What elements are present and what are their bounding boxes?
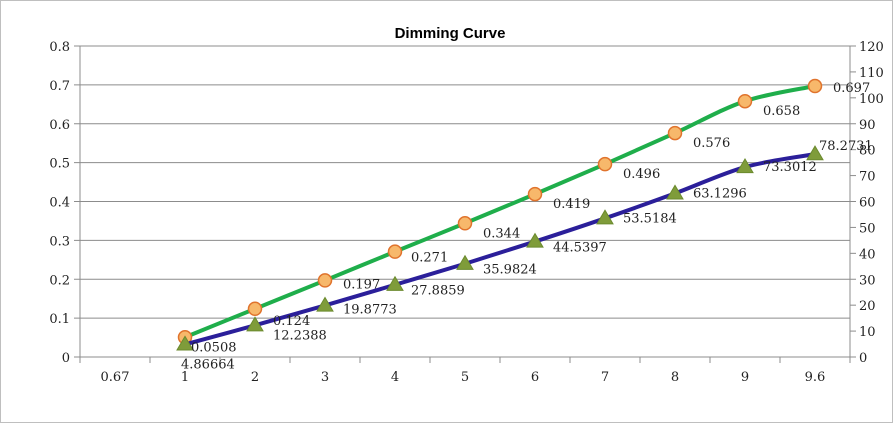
data-label: 27.8859: [411, 284, 465, 299]
y-right-tick-label: 100: [859, 92, 884, 107]
x-tick-label: 8: [671, 370, 679, 385]
x-tick-label: 0.67: [101, 370, 130, 385]
y-right-tick-label: 60: [859, 196, 876, 211]
data-point-circle: [737, 93, 753, 109]
data-point-triangle: [176, 335, 194, 351]
data-label: 0.271: [411, 251, 448, 266]
data-label: 0.344: [483, 226, 520, 241]
y-right-tick-label: 20: [859, 299, 876, 314]
y-left-tick-label: 0.3: [49, 234, 70, 249]
data-label: 44.5397: [553, 241, 607, 256]
series-line-left-axis: [183, 84, 817, 340]
y-left-tick-label: 0.4: [49, 196, 70, 211]
data-label: 0.124: [273, 314, 310, 329]
x-tick-label: 6: [531, 370, 539, 385]
data-label: 0.0508: [191, 340, 237, 355]
x-tick-label: 9: [741, 370, 749, 385]
x-tick-label: 9.6: [805, 370, 826, 385]
data-point-circle: [667, 125, 683, 141]
data-label: 19.8773: [343, 302, 397, 317]
data-point-circle: [317, 273, 333, 288]
series-line-right-axis: [183, 152, 817, 347]
y-left-tick-label: 0.5: [49, 157, 70, 172]
y-right-tick-label: 120: [859, 40, 884, 55]
data-point-triangle: [596, 209, 614, 225]
data-label: 0.697: [833, 81, 870, 96]
y-right-tick-label: 10: [859, 325, 876, 340]
data-point-triangle: [246, 316, 264, 332]
data-point-triangle: [666, 184, 684, 200]
gridlines: [80, 45, 850, 319]
data-label: 12.2388: [273, 328, 327, 343]
y-right-tick-label: 80: [859, 144, 876, 159]
chart-title: Dimming Curve: [395, 25, 506, 42]
axes: 00.10.20.30.40.50.60.70.8010203040506070…: [49, 40, 884, 385]
data-label: 0.419: [553, 197, 590, 212]
y-right-tick-label: 50: [859, 221, 876, 236]
y-left-tick-label: 0.6: [49, 118, 70, 133]
data-point-circle: [247, 301, 263, 317]
data-point-triangle: [806, 145, 824, 161]
y-right-tick-label: 90: [859, 118, 876, 133]
data-label: 0.197: [343, 277, 380, 292]
data-point-circle: [387, 244, 403, 259]
data-labels: 0.0508 0.124 0.197 0.271 0.344 0.419 0.496 0.57…: [181, 81, 873, 372]
y-right-tick-label: 30: [859, 273, 876, 288]
x-tick-label: 2: [251, 370, 259, 385]
data-point-circle: [527, 186, 543, 202]
data-label: 63.1296: [693, 186, 747, 201]
y-left-tick-label: 0.1: [49, 312, 70, 327]
data-point-triangle: [736, 158, 754, 174]
x-tick-label: 1: [181, 370, 189, 385]
data-point-triangle: [526, 232, 544, 248]
y-left-tick-label: 0: [62, 351, 70, 366]
y-left-tick-label: 0.7: [49, 79, 70, 94]
data-point-circle: [597, 156, 613, 172]
data-label: 53.5184: [623, 211, 677, 226]
x-tick-label: 5: [461, 370, 469, 385]
y-right-tick-label: 70: [859, 170, 876, 185]
data-point-triangle: [456, 254, 474, 270]
data-point-triangle: [316, 296, 334, 312]
x-tick-label: 4: [391, 370, 399, 385]
data-label: 78.2731: [819, 139, 873, 154]
y-right-tick-label: 0: [859, 351, 867, 366]
y-left-tick-label: 0.2: [49, 273, 70, 288]
data-label: 4.86664: [181, 357, 235, 372]
x-tick-label: 3: [321, 370, 329, 385]
y-right-tick-label: 40: [859, 247, 876, 262]
y-left-tick-label: 0.8: [49, 40, 70, 55]
data-point-triangle: [386, 275, 404, 291]
data-label: 0.576: [693, 136, 730, 151]
x-tick-label: 7: [601, 370, 609, 385]
y-right-tick-label: 110: [859, 66, 884, 81]
data-point-circle: [807, 78, 823, 94]
data-label: 0.658: [763, 104, 800, 119]
data-label: 35.9824: [483, 263, 537, 278]
data-label: 73.3012: [763, 160, 817, 175]
series-group: [176, 78, 824, 351]
data-point-circle: [457, 216, 473, 231]
data-label: 0.496: [623, 167, 660, 182]
